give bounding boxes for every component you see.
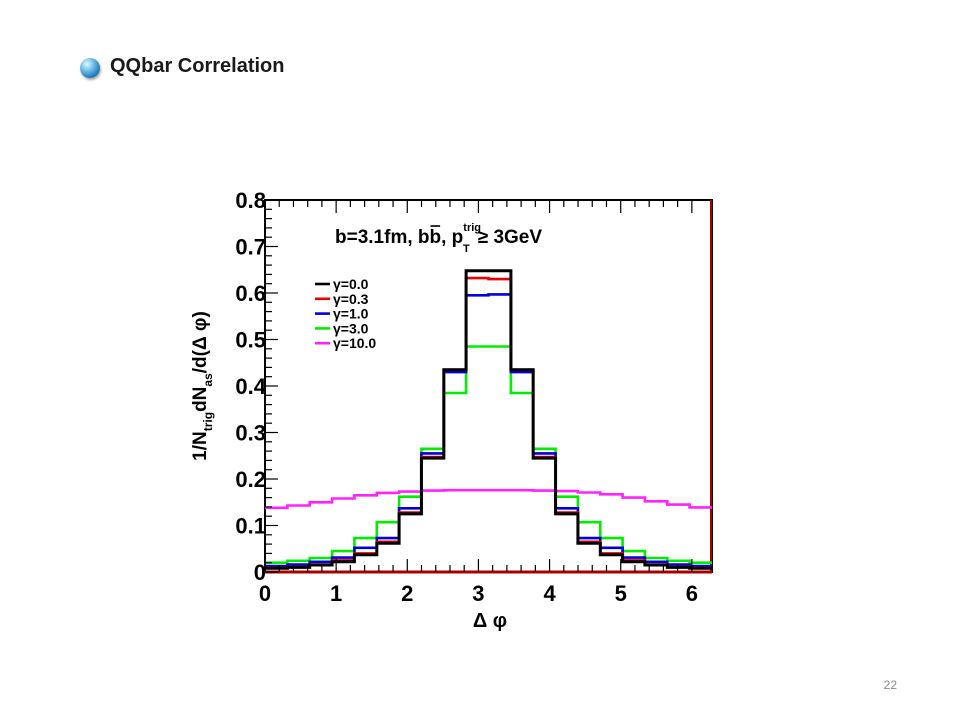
y-tick-label: 0.4 [235, 374, 266, 399]
y-tick-label: 0.6 [235, 281, 266, 306]
legend: γ=0.0γ=0.3γ=1.0γ=3.0γ=10.0 [315, 276, 376, 351]
series-line-4 [265, 269, 712, 570]
y-tick-label: 0.5 [235, 328, 266, 353]
legend-label: γ=1.0 [333, 306, 369, 322]
legend-label: γ=0.3 [333, 291, 369, 307]
slide-title: QQbar Correlation [110, 55, 285, 77]
x-axis-title: Δ φ [473, 610, 507, 632]
page-number: 22 [883, 678, 897, 692]
y-tick-label: 0.7 [235, 235, 266, 260]
series-line-1 [265, 345, 712, 564]
legend-label: γ=0.0 [333, 276, 369, 292]
x-tick-label: 5 [615, 581, 627, 606]
legend-label: γ=10.0 [333, 335, 376, 351]
x-tick-label: 0 [259, 581, 271, 606]
ticks-layer [264, 199, 693, 573]
title-bullet-icon [80, 58, 100, 78]
y-axis-title: 1/NtrigdNas/d(Δ φ) [190, 311, 215, 461]
x-tick-label: 1 [330, 581, 342, 606]
y-tick-label: 0.1 [235, 514, 266, 539]
plot-annotation: b=3.1fm, bb, ptrig T≥ 3GeV [335, 222, 542, 255]
y-tick-label: 0.2 [235, 467, 266, 492]
y-tick-label: 0 [254, 560, 266, 585]
plot-frame [264, 199, 713, 573]
x-tick-label: 3 [472, 581, 484, 606]
series-line-2 [265, 293, 712, 568]
labels-layer: 0 1 2 3 4 5 6 0 0.1 0.2 0.3 0.4 0.5 0.6 0.7 0.8 [235, 188, 698, 606]
x-tick-label: 4 [543, 581, 556, 606]
series-line-0 [265, 488, 712, 510]
series-layer [265, 269, 712, 570]
y-tick-label: 0.3 [235, 421, 266, 446]
y-tick-label: 0.8 [235, 188, 266, 213]
legend-label: γ=3.0 [333, 320, 369, 336]
x-tick-label: 2 [401, 581, 413, 606]
x-tick-label: 6 [686, 581, 698, 606]
